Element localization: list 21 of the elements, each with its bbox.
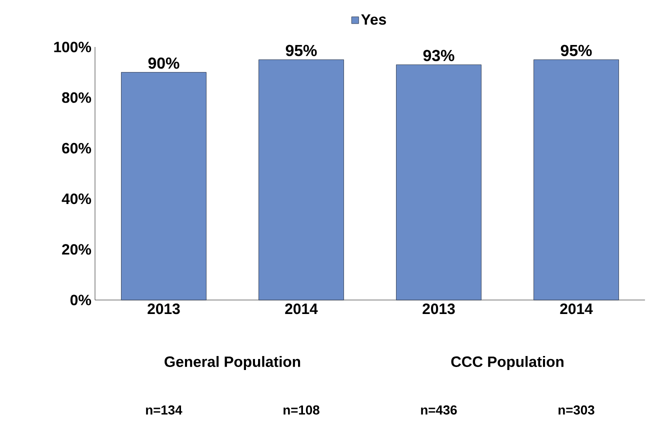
text: 90%	[148, 58, 180, 69]
text: n=436	[421, 405, 457, 415]
x-tick-label: 2013	[422, 304, 455, 314]
y-tick-label: 80%	[62, 92, 92, 103]
x-tick-label: 2014	[560, 304, 593, 314]
text: 95%	[286, 44, 317, 56]
legend-label: Yes	[361, 14, 386, 25]
text: CCC Population	[451, 356, 564, 370]
text: n=303	[558, 405, 594, 415]
y-tick-label: 60%	[62, 142, 92, 154]
y-tick-label: 0%	[70, 294, 92, 306]
y-tick-label: 20%	[62, 244, 92, 255]
x-tick-label: 2013	[148, 304, 180, 314]
y-tick-label: 40%	[62, 194, 92, 204]
text: 93%	[423, 50, 454, 62]
text: 95%	[560, 44, 592, 56]
y-tick-label: 100%	[54, 42, 92, 52]
text: n=108	[284, 405, 320, 415]
x-tick-label: 2014	[285, 304, 318, 314]
text: General Population	[164, 356, 300, 370]
text: n=134	[146, 405, 182, 415]
